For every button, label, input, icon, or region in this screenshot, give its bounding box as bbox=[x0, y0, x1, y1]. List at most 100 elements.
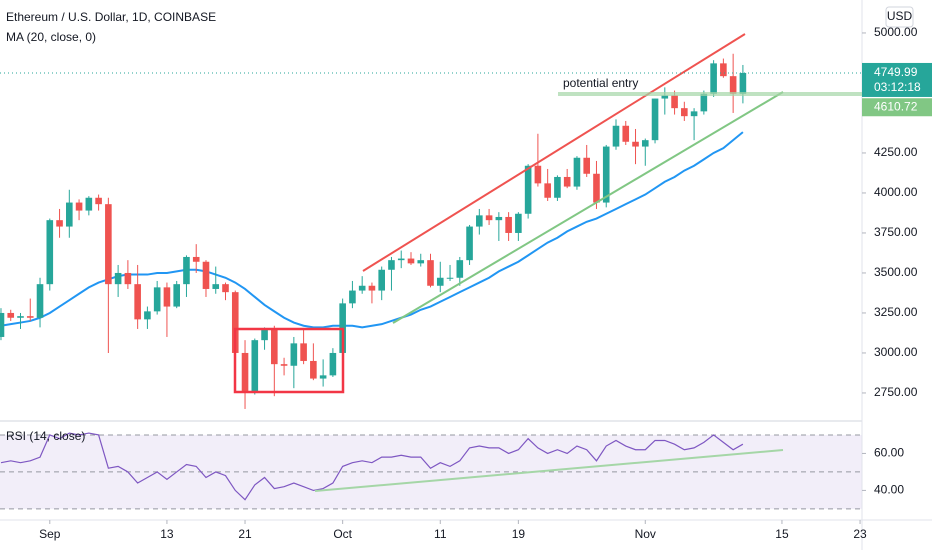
candle-body bbox=[456, 260, 464, 278]
candle-body bbox=[661, 95, 669, 99]
x-tick-label: Nov bbox=[635, 527, 656, 541]
candle-body bbox=[85, 197, 93, 211]
candle-body bbox=[271, 328, 278, 365]
currency-box[interactable] bbox=[885, 6, 914, 28]
y-tick-label: 4250.00 bbox=[874, 145, 918, 159]
y-tick-label: 4000.00 bbox=[874, 185, 918, 199]
candle-body bbox=[505, 216, 512, 233]
lower-trendline bbox=[392, 91, 784, 324]
candle-body bbox=[202, 261, 210, 289]
y-tick-label: 2750.00 bbox=[874, 385, 918, 399]
candle-body bbox=[310, 360, 317, 379]
candle-body bbox=[397, 258, 405, 261]
candle-body bbox=[231, 292, 239, 353]
candle-body bbox=[241, 352, 249, 392]
range-box bbox=[233, 327, 345, 394]
candle-body bbox=[114, 272, 122, 285]
y-tick-label: 3750.00 bbox=[874, 225, 918, 239]
candle-body bbox=[563, 176, 571, 187]
candle-body bbox=[417, 260, 425, 264]
candle-body bbox=[573, 157, 581, 187]
candle-body bbox=[7, 312, 15, 318]
last-price-label: 4749.99 bbox=[874, 65, 918, 79]
candle-body bbox=[612, 125, 620, 147]
candle-body bbox=[700, 93, 708, 112]
candle-body bbox=[290, 343, 298, 366]
y-tick-label: 5000.00 bbox=[874, 25, 918, 39]
candle-body bbox=[485, 215, 493, 221]
candle-body bbox=[17, 316, 24, 318]
y-tick-label: 3250.00 bbox=[874, 305, 918, 319]
candle-body bbox=[300, 343, 307, 361]
candle-body bbox=[358, 285, 366, 291]
candle-body bbox=[26, 316, 34, 318]
candle-body bbox=[368, 285, 376, 291]
candle-body bbox=[192, 256, 200, 262]
candle-body bbox=[690, 111, 698, 117]
candle-body bbox=[56, 220, 63, 227]
candle-body bbox=[554, 176, 561, 198]
y-tick-label: 3500.00 bbox=[874, 265, 918, 279]
upper-trendline bbox=[362, 33, 746, 272]
candle-body bbox=[349, 290, 356, 304]
candle-body bbox=[280, 364, 288, 366]
x-tick-label: 11 bbox=[434, 527, 447, 541]
candle-body bbox=[134, 284, 141, 320]
plot bbox=[0, 53, 862, 510]
candle-body bbox=[651, 98, 659, 141]
candle-body bbox=[124, 272, 132, 285]
candle-body bbox=[378, 269, 386, 291]
x-tick-label: Sep bbox=[39, 527, 61, 541]
candle-body bbox=[671, 95, 678, 109]
candle-body bbox=[681, 108, 688, 117]
candle-body bbox=[739, 72, 747, 94]
currency: USD bbox=[887, 9, 913, 23]
candle-body bbox=[153, 287, 161, 312]
candle-body bbox=[163, 287, 171, 307]
candle-body bbox=[710, 63, 717, 94]
y-tick-label: 60.00 bbox=[874, 446, 904, 460]
candle-body bbox=[0, 312, 5, 337]
annotation: potential entry bbox=[563, 76, 638, 90]
candle-body bbox=[466, 226, 473, 261]
candle-body bbox=[632, 141, 639, 147]
candle-body bbox=[251, 340, 259, 392]
candle-body bbox=[183, 256, 190, 285]
candle-body bbox=[388, 260, 395, 270]
rsi-line bbox=[0, 432, 744, 501]
candle-body bbox=[319, 375, 327, 379]
candle-body bbox=[729, 76, 737, 94]
candle-body bbox=[144, 311, 151, 320]
rsi-band bbox=[0, 434, 862, 509]
candle-body bbox=[720, 63, 727, 77]
countdown: 03:12:18 bbox=[874, 80, 921, 94]
candle-body bbox=[593, 173, 600, 203]
candle-body bbox=[75, 202, 83, 211]
x-tick-label: 23 bbox=[853, 527, 867, 541]
candle-body bbox=[222, 284, 229, 293]
candle-body bbox=[515, 213, 522, 233]
chart-title: Ethereum / U.S. Dollar, 1D, COINBASE bbox=[6, 10, 216, 24]
candle-body bbox=[407, 258, 415, 264]
candle-body bbox=[173, 284, 180, 307]
entry-price-label: 4610.72 bbox=[874, 99, 918, 113]
candle-body bbox=[524, 165, 532, 214]
candle-body bbox=[436, 277, 444, 286]
candle-body bbox=[602, 146, 610, 203]
x-tick-label: 19 bbox=[512, 527, 526, 541]
candle-body bbox=[427, 260, 434, 286]
x-tick-label: 15 bbox=[775, 527, 789, 541]
candle-body bbox=[641, 140, 649, 147]
candle-body bbox=[95, 197, 102, 205]
candle-body bbox=[329, 352, 337, 376]
candle-body bbox=[544, 183, 551, 198]
candle-body bbox=[36, 284, 44, 318]
candle-body bbox=[261, 328, 268, 341]
candle-body bbox=[212, 284, 220, 289]
legend-ma: MA (20, close, 0) bbox=[6, 30, 96, 44]
entry-price-box bbox=[862, 98, 932, 117]
candle-body bbox=[476, 215, 483, 227]
last-price-box bbox=[862, 62, 932, 97]
